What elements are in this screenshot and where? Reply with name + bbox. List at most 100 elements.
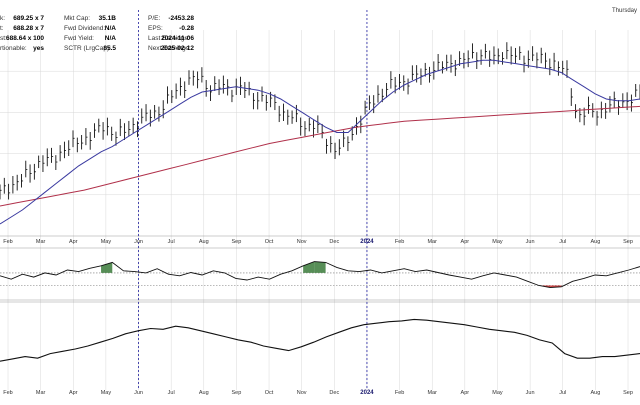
price-bar (154, 104, 157, 119)
date-label: Thursday (612, 8, 637, 14)
header-stat-value: 2024-11-06 (161, 35, 194, 42)
price-bar (480, 49, 483, 65)
price-bar (506, 42, 509, 60)
price-bar (454, 59, 457, 77)
price-bar (429, 66, 432, 83)
price-bar (128, 120, 131, 137)
header-stat-value: 688.64 x 100 (6, 35, 44, 42)
price-bar (338, 139, 341, 156)
price-bar (55, 155, 58, 170)
price-bar (386, 82, 389, 98)
header-stat-label: SCTR (LrgCap): (64, 45, 111, 52)
price-bar (227, 79, 230, 96)
price-bar (291, 110, 294, 124)
price-bar (356, 117, 359, 135)
month-tick-label: Mar (427, 390, 437, 396)
price-bar (304, 121, 307, 137)
month-tick-label: Jul (168, 390, 175, 396)
price-bar (411, 65, 414, 81)
sma-short-line (0, 59, 640, 225)
header-stat-value: yes (33, 45, 44, 52)
price-bar (25, 160, 28, 178)
header-stat-value: 2025-02-12 (161, 45, 195, 52)
header-stat-value: 85.5 (103, 45, 116, 52)
price-bar (94, 123, 97, 138)
price-bar (149, 109, 152, 127)
price-bar (549, 58, 552, 76)
month-tick-label: Mar (36, 390, 46, 396)
price-bar (562, 60, 565, 75)
price-bar (373, 95, 376, 114)
price-bar (68, 140, 71, 156)
price-bar (317, 115, 320, 134)
month-tick-label: Apr (69, 239, 78, 245)
price-bar (12, 175, 15, 194)
price-bar (81, 135, 84, 150)
price-bar (205, 80, 208, 97)
price-bar (106, 117, 109, 136)
month-tick-label: Feb (3, 390, 12, 396)
price-bar (85, 128, 88, 146)
month-tick-label: Feb (3, 239, 12, 245)
price-bar (214, 76, 217, 91)
price-bar (476, 52, 479, 69)
price-bar (192, 70, 195, 86)
month-tick-label: Jun (526, 390, 535, 396)
price-bar (399, 73, 402, 90)
price-bar (8, 183, 11, 200)
month-tick-label: Aug (590, 239, 600, 245)
price-bar (0, 184, 2, 200)
price-bar (600, 101, 603, 119)
price-bar (231, 89, 234, 103)
price-bar (175, 83, 178, 99)
price-bar (566, 60, 569, 78)
price-bar (261, 86, 264, 102)
price-bar (557, 61, 560, 76)
price-bar (295, 104, 298, 123)
price-bar (210, 85, 213, 101)
price-bar (89, 131, 92, 150)
price-bar (532, 46, 535, 62)
overbought-fill (303, 261, 315, 273)
month-tick-label: May (101, 390, 112, 396)
price-bar (257, 91, 260, 110)
price-bar (240, 76, 243, 96)
month-tick-label: May (492, 239, 503, 245)
month-tick-label: Jul (559, 390, 566, 396)
price-bar (188, 70, 191, 85)
price-bar (441, 61, 445, 74)
month-tick-label: Sep (232, 239, 242, 245)
price-bar (325, 138, 329, 154)
price-bar (119, 118, 122, 137)
price-bar (368, 95, 371, 111)
price-bar (33, 163, 36, 180)
price-bar (583, 107, 586, 126)
month-tick-label: Mar (36, 239, 46, 245)
price-bar (124, 123, 127, 141)
price-bar (46, 148, 49, 167)
price-bar (536, 52, 539, 69)
header-stat-label: t: (0, 25, 4, 32)
month-tick-label: Aug (199, 239, 209, 245)
price-bar (403, 75, 406, 91)
price-bar (29, 164, 32, 183)
price-bar (377, 85, 380, 103)
price-bar (472, 43, 475, 59)
price-bar (283, 103, 286, 122)
header-stat-value: -2453.28 (168, 15, 194, 22)
month-tick-label: Nov (297, 390, 307, 396)
price-bar (596, 110, 599, 126)
month-tick-label: Jun (134, 239, 143, 245)
price-bar (141, 108, 144, 124)
price-bar (467, 50, 470, 68)
price-bar (201, 67, 204, 83)
price-bar (179, 77, 183, 96)
price-bar (570, 88, 573, 106)
month-tick-label: Jul (168, 239, 175, 245)
month-tick-label: Apr (461, 390, 470, 396)
header-stat-label: Last Earnings: (148, 35, 190, 42)
price-bar (592, 103, 595, 118)
price-bar (613, 91, 616, 108)
price-bar (330, 136, 333, 153)
